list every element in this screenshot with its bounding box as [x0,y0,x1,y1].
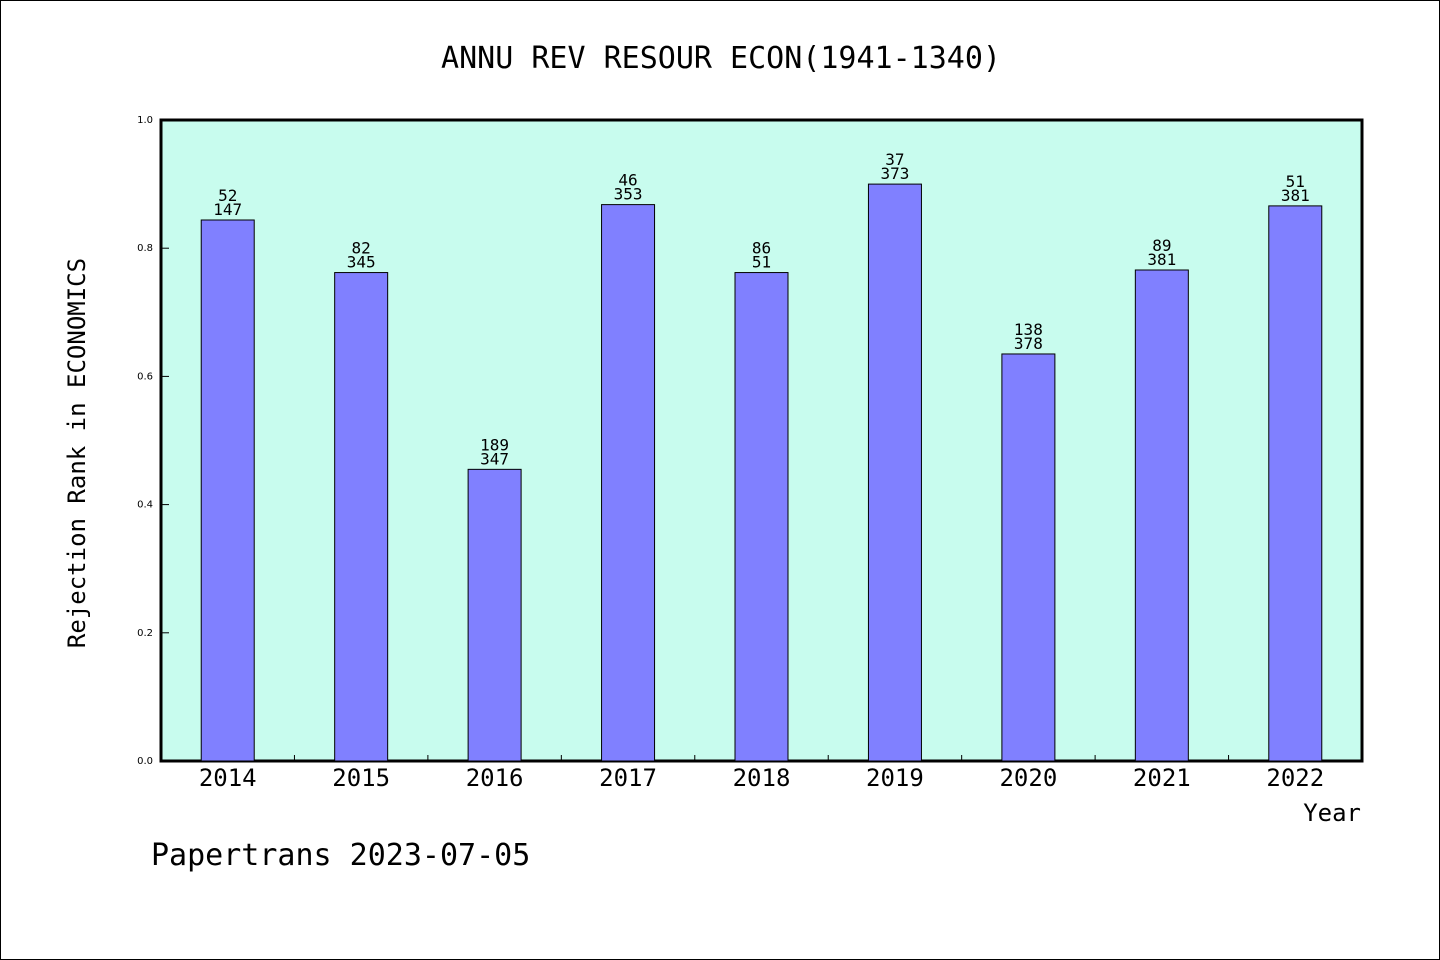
y-tick-label: 0.2 [137,628,153,639]
bars-group [200,183,1323,762]
x-axis-label: Year [1303,799,1361,827]
bar-2021 [1134,269,1189,762]
bar-label-bottom: 378 [1014,334,1043,353]
x-tick-label: 2022 [1266,764,1324,792]
bar-label-bottom: 345 [347,253,376,272]
x-tick-label: 2014 [199,764,257,792]
bar-2022 [1268,205,1323,762]
x-tick-label: 2017 [599,764,657,792]
bar-label-top: 89 [1152,236,1171,255]
footer-text: Papertrans 2023-07-05 [151,838,530,873]
bar-2019 [867,183,922,762]
chart-title: ANNU REV RESOUR ECON(1941-1340) [441,41,1001,76]
bar-labels-group: 5214782345189347463538651373731383788938… [213,150,1309,468]
bar-2014 [200,219,255,762]
bar-label-top: 37 [885,150,904,169]
x-axis-ticks: 2014 2015 2016 2017 2018 2019 2020 2021 2022 [199,755,1324,792]
bar-label-bottom: 147 [213,200,242,219]
x-tick-label: 2015 [332,764,390,792]
y-axis-label: Rejection Rank in ECONOMICS [63,258,91,648]
bar-2015 [334,272,389,762]
bar-label-top: 189 [480,435,509,454]
y-tick-label: 0.6 [137,371,153,382]
y-tick-label: 0.0 [137,756,153,767]
bar-label-bottom: 373 [880,164,909,183]
x-tick-label: 2019 [866,764,924,792]
bar-label-top: 138 [1014,320,1043,339]
y-tick-label: 0.4 [137,500,153,511]
x-tick-label: 2021 [1133,764,1191,792]
bar-label-top: 51 [1286,172,1305,191]
x-tick-label: 2018 [733,764,791,792]
y-tick-label: 0.8 [137,243,153,254]
bar-label-top: 86 [752,239,771,258]
bar-label-bottom: 347 [480,449,509,468]
bar-label-bottom: 381 [1281,186,1310,205]
x-tick-label: 2020 [999,764,1057,792]
bar-2020 [1001,353,1056,762]
y-axis-ticks: 0.0 0.2 0.4 0.6 0.8 1.0 [137,115,169,767]
bar-label-bottom: 381 [1147,250,1176,269]
bar-label-top: 82 [352,239,371,258]
bar-label-top: 46 [618,171,637,190]
bar-2017 [601,204,656,762]
bar-2016 [467,468,522,762]
bar-label-bottom: 353 [614,185,643,204]
x-tick-label: 2016 [466,764,524,792]
y-tick-label: 1.0 [137,115,153,126]
bar-2018 [734,272,789,762]
bar-label-bottom: 51 [752,253,771,272]
bar-label-top: 52 [218,186,237,205]
